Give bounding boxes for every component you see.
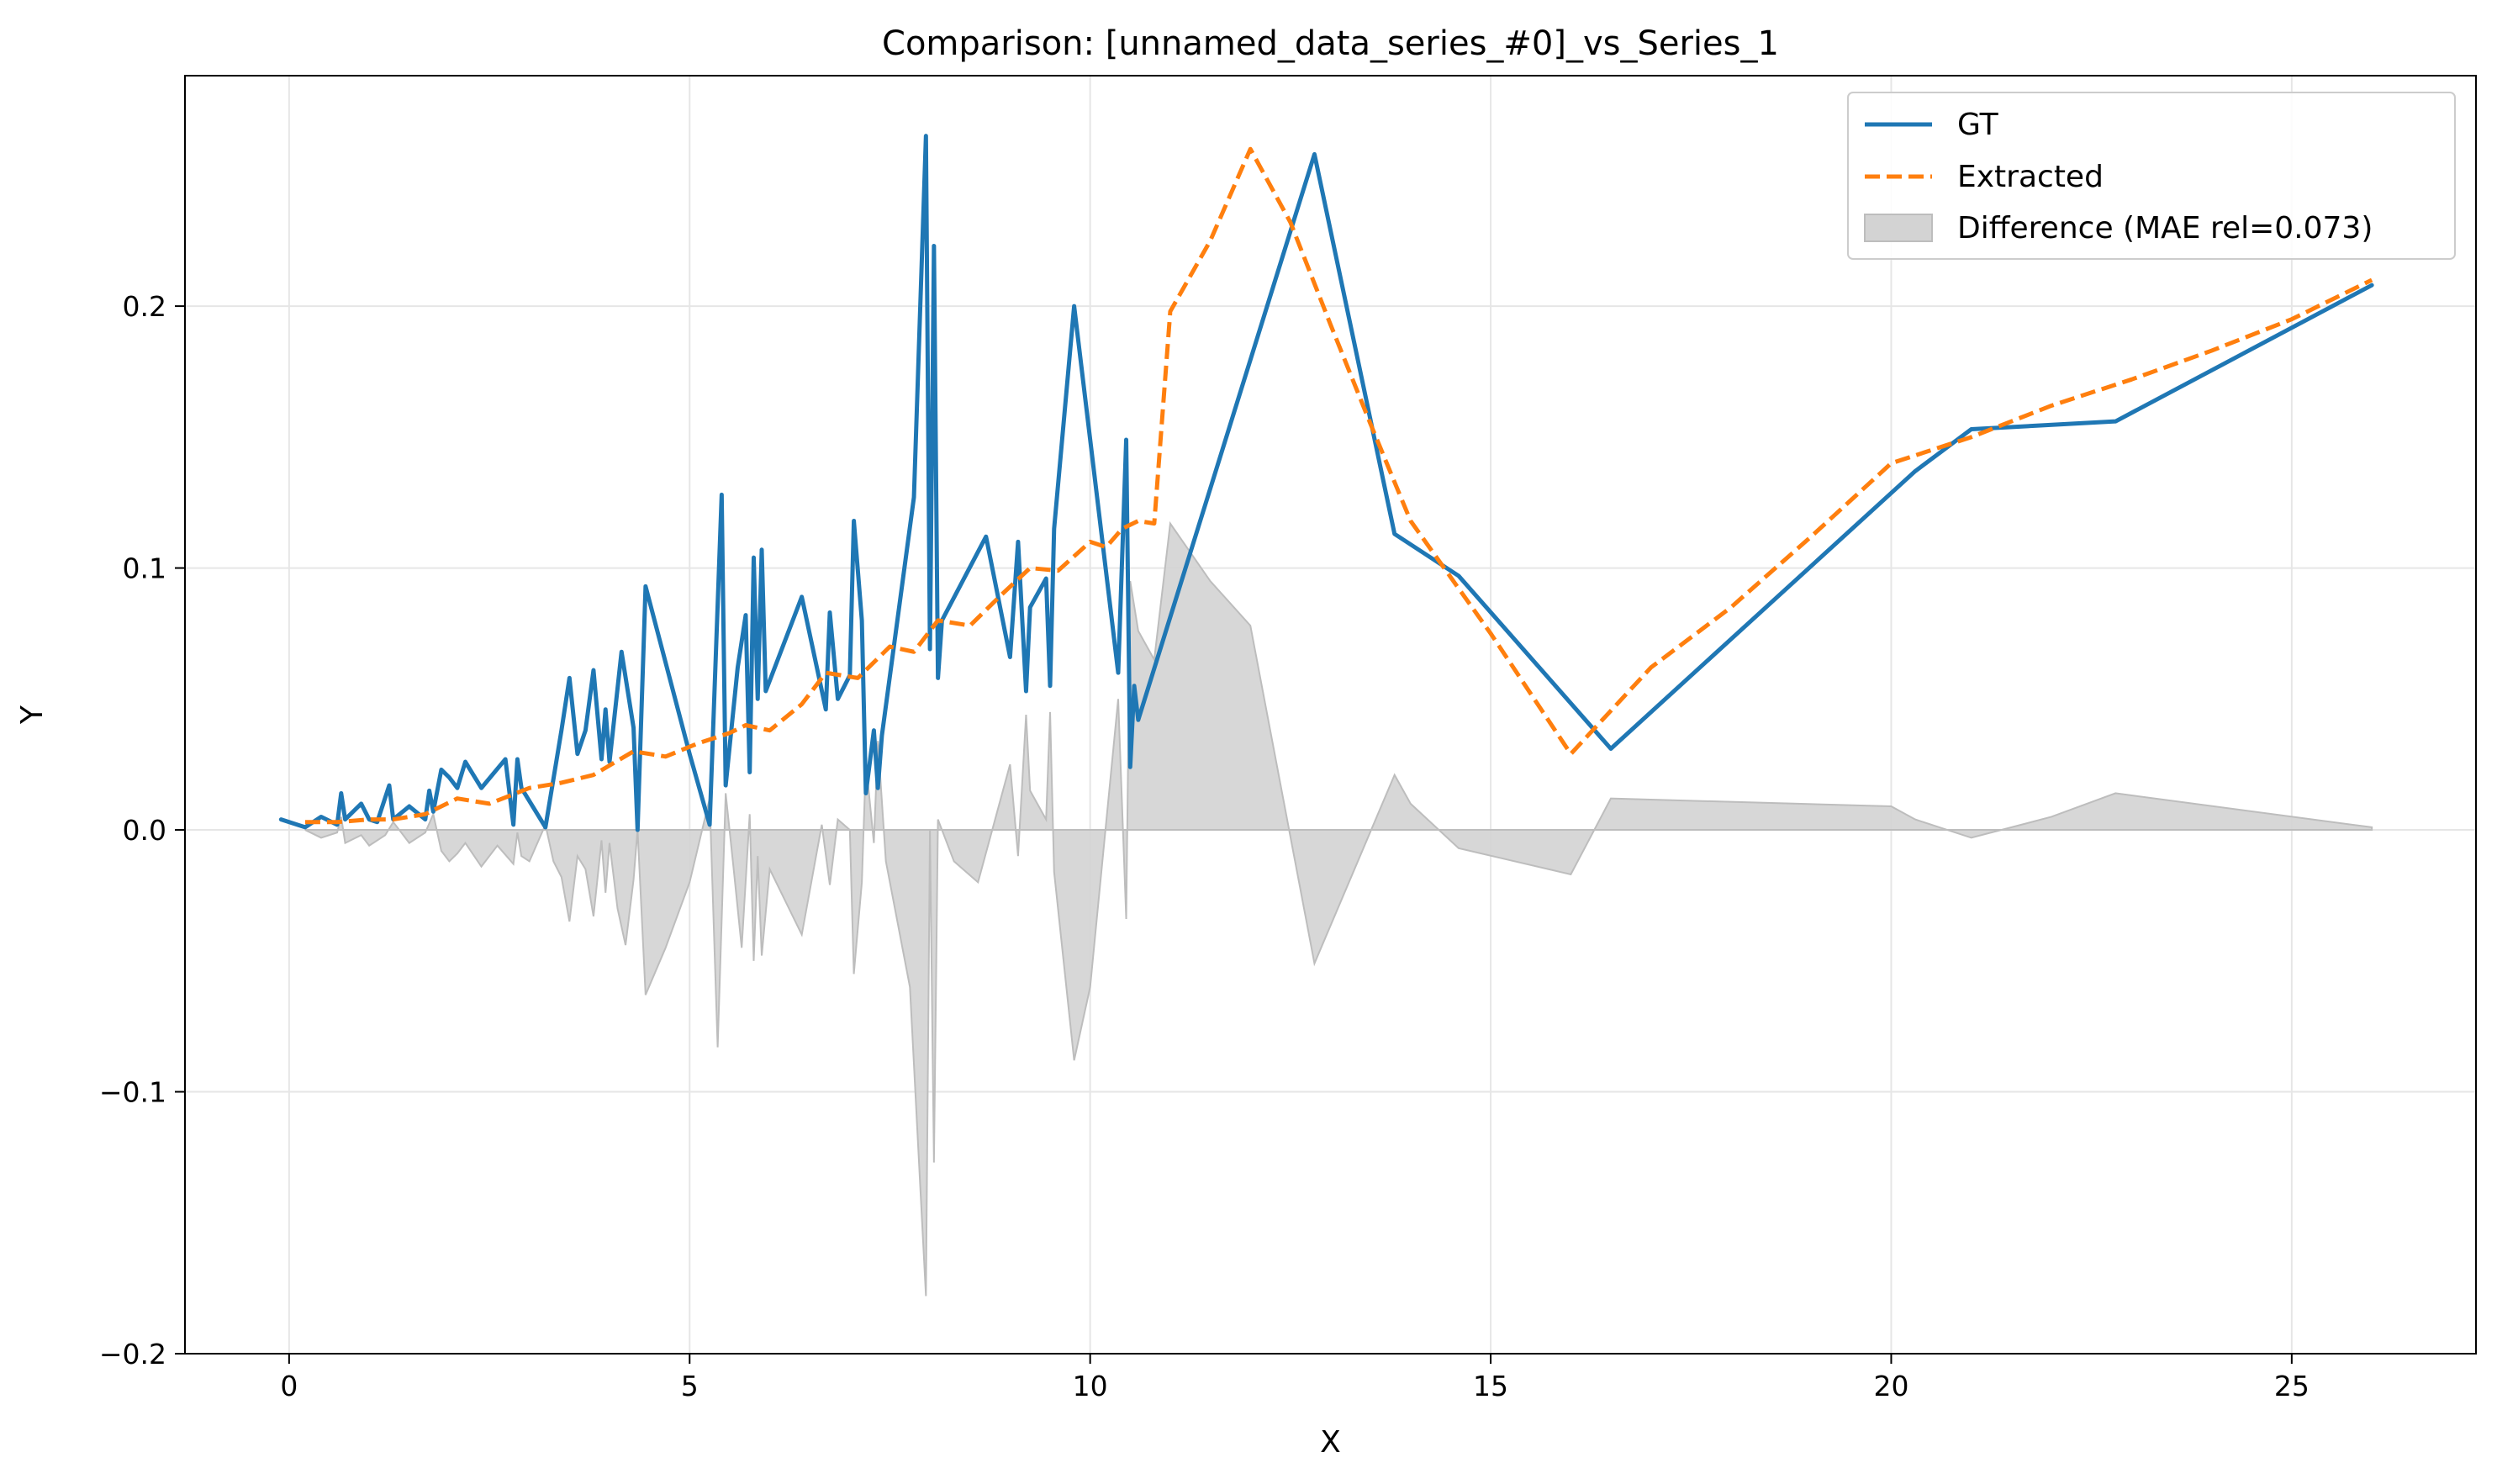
y-tick-label: 0.0: [123, 814, 166, 847]
difference-area-layer: [304, 520, 2373, 1297]
y-axis-label: Y: [15, 705, 50, 725]
plot-area-frame: [184, 75, 2477, 1355]
legend-difference-label: Difference (MAE rel=0.073): [1957, 211, 2373, 246]
series-lines-layer: [278, 134, 2374, 832]
legend-gt-label: GT: [1957, 108, 1999, 142]
gt-series-line: [278, 134, 2374, 832]
x-tick-label: 10: [1073, 1370, 1108, 1402]
legend-extracted-label: Extracted: [1957, 160, 2104, 194]
x-axis-label: X: [1320, 1425, 1341, 1460]
x-tick-label: 25: [2274, 1370, 2310, 1402]
legend-box: [1847, 92, 2456, 260]
chart-title: Comparison: [unnamed_data_series_#0]_vs_…: [882, 24, 1779, 63]
legend-difference-swatch: [1864, 214, 1933, 242]
y-tick-label: 0.2: [123, 290, 166, 323]
axis-ticks: 0 5 10 15 20 25 −0.2 −0.1 0.0 0.1 0.2: [99, 290, 2310, 1402]
y-tick-label: 0.1: [123, 552, 166, 585]
x-tick-label: 15: [1473, 1370, 1508, 1402]
chart-legend: GT Extracted Difference (MAE rel=0.073): [1847, 92, 2456, 260]
x-tick-label: 0: [280, 1370, 298, 1402]
x-tick-label: 5: [681, 1370, 699, 1402]
y-tick-label: −0.1: [99, 1076, 166, 1109]
extracted-series-line: [304, 146, 2373, 825]
y-tick-label: −0.2: [99, 1338, 166, 1370]
x-tick-label: 20: [1873, 1370, 1908, 1402]
difference-area: [304, 520, 2373, 1297]
